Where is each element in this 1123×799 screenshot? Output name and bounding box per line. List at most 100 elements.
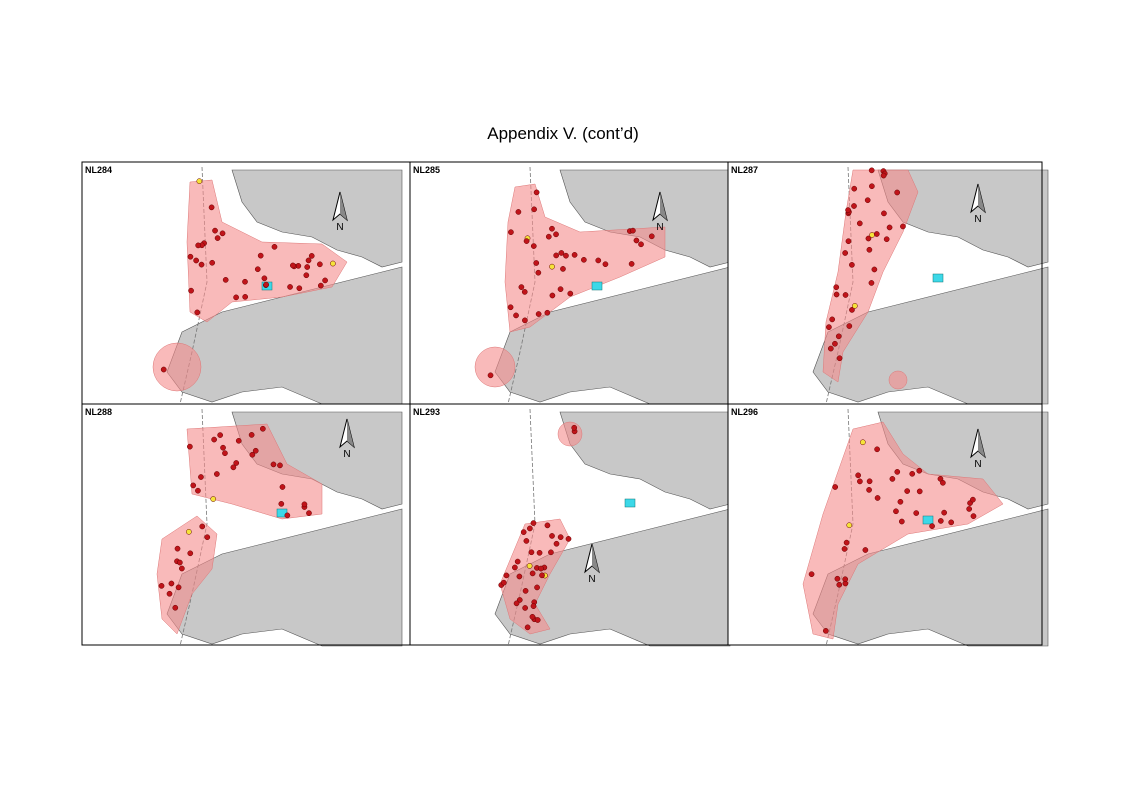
sighting-dot: [330, 260, 336, 267]
sighting-dot: [533, 189, 540, 196]
sighting-dot: [544, 522, 551, 529]
sighting-dot: [834, 575, 841, 582]
sighting-dot: [883, 236, 890, 243]
sighting-dot: [254, 266, 261, 273]
sighting-dot: [549, 533, 555, 539]
sighting-dot: [571, 424, 578, 431]
sighting-dot: [179, 565, 185, 572]
range-area: [557, 421, 583, 447]
panel-label: NL296: [731, 407, 758, 417]
sighting-dot: [549, 225, 555, 232]
sighting-dot: [553, 540, 560, 547]
sighting-dot: [508, 229, 514, 236]
sighting-dot: [261, 275, 268, 282]
sighting-dot: [862, 547, 869, 553]
airport: [624, 498, 636, 508]
sighting-dot: [230, 464, 237, 471]
sighting-dot: [849, 307, 855, 313]
sighting-dot: [889, 476, 896, 482]
sighting-dot: [909, 470, 916, 477]
sighting-dot: [849, 262, 855, 268]
sighting-dot: [487, 372, 494, 379]
north-label: N: [343, 449, 350, 460]
sighting-dot: [521, 289, 528, 295]
sighting-dot: [553, 231, 559, 238]
sighting-dot: [235, 437, 242, 444]
sighting-dot: [833, 291, 840, 298]
sighting-dot: [305, 257, 312, 264]
sighting-dot: [544, 309, 551, 316]
map-panel: N NL284: [81, 161, 411, 405]
sighting-dot: [195, 487, 201, 494]
sighting-dot: [277, 462, 283, 469]
sighting-dot: [172, 604, 179, 611]
sighting-dot: [886, 224, 893, 231]
sighting-dot: [190, 482, 197, 489]
sighting-dot: [835, 333, 842, 340]
sighting-dot: [533, 260, 540, 266]
sighting-dot: [941, 509, 947, 516]
sighting-dot: [916, 488, 923, 495]
sighting-dot: [851, 303, 858, 309]
sighting-dot: [845, 238, 852, 245]
sighting-dot: [929, 523, 935, 529]
sighting-dot: [513, 600, 520, 607]
sighting-dot: [866, 487, 872, 493]
sighting-dot: [523, 238, 530, 244]
sighting-dot: [539, 572, 545, 579]
sighting-dot: [894, 469, 901, 475]
sighting-dot: [563, 252, 569, 259]
sighting-dot: [198, 474, 204, 480]
page-title: Appendix V. (cont’d): [487, 124, 639, 143]
sighting-dot: [868, 167, 875, 174]
sighting-dot: [214, 471, 220, 477]
sighting-dot: [829, 316, 836, 323]
sighting-dot: [522, 588, 529, 594]
panel-label: NL288: [85, 407, 112, 417]
sighting-dot: [832, 340, 838, 347]
sighting-dot: [842, 576, 849, 583]
sighting-dot: [808, 571, 815, 578]
sighting-dot: [866, 478, 873, 485]
map-panel: N NL296: [727, 403, 1049, 647]
airport: [922, 515, 934, 525]
sighting-dot: [948, 519, 955, 526]
sighting-dot: [845, 207, 851, 213]
sighting-dot: [557, 534, 564, 540]
sighting-dot: [966, 506, 973, 512]
sighting-dot: [534, 617, 541, 623]
sighting-dot: [638, 241, 644, 248]
sighting-dot: [534, 584, 540, 591]
sighting-dot: [208, 204, 215, 211]
range-area: [474, 346, 516, 388]
land: [812, 266, 1049, 405]
sighting-dot: [538, 565, 544, 572]
sighting-dot: [859, 439, 866, 446]
range-area: [888, 370, 908, 390]
sighting-dot: [843, 539, 850, 546]
sighting-dot: [222, 277, 229, 283]
sighting-dot: [940, 479, 946, 486]
sighting-dot: [530, 520, 537, 526]
airport: [932, 273, 944, 283]
panel-label: NL287: [731, 165, 758, 175]
sighting-dot: [842, 292, 849, 298]
sighting-dot: [211, 436, 217, 443]
sighting-dot: [904, 488, 911, 494]
sighting-dot: [176, 559, 183, 566]
land: [231, 169, 403, 268]
map-panel: N NL287: [727, 161, 1049, 405]
sighting-dot: [548, 549, 554, 556]
sighting-dot: [913, 510, 920, 516]
sighting-dot: [528, 549, 535, 556]
range-area: [186, 179, 348, 323]
sighting-dot: [581, 256, 587, 263]
north-arrow-shade: [978, 429, 985, 457]
sighting-dot: [851, 185, 858, 192]
sighting-dot: [871, 266, 878, 273]
sighting-dot: [174, 545, 181, 552]
sighting-dot: [301, 501, 308, 508]
north-label: N: [656, 222, 663, 233]
sighting-dot: [212, 227, 218, 234]
